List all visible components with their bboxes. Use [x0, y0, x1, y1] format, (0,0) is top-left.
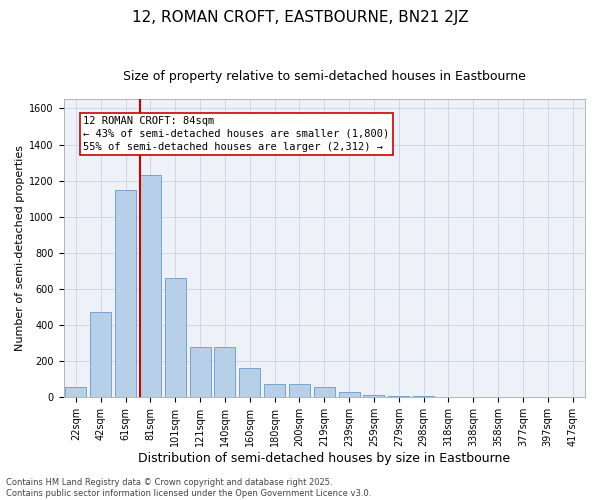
Bar	[90, 312, 112, 398]
Bar	[140, 176, 161, 398]
Bar	[338, 392, 359, 398]
Bar	[388, 396, 409, 398]
Bar	[115, 190, 136, 398]
Y-axis label: Number of semi-detached properties: Number of semi-detached properties	[15, 146, 25, 352]
Title: Size of property relative to semi-detached houses in Eastbourne: Size of property relative to semi-detach…	[123, 70, 526, 83]
Bar	[214, 347, 235, 398]
Bar	[314, 388, 335, 398]
Bar	[190, 347, 211, 398]
Bar	[165, 278, 186, 398]
Bar	[289, 384, 310, 398]
Text: 12, ROMAN CROFT, EASTBOURNE, BN21 2JZ: 12, ROMAN CROFT, EASTBOURNE, BN21 2JZ	[131, 10, 469, 25]
Bar	[264, 384, 285, 398]
Bar	[65, 386, 86, 398]
Text: 12 ROMAN CROFT: 84sqm
← 43% of semi-detached houses are smaller (1,800)
55% of s: 12 ROMAN CROFT: 84sqm ← 43% of semi-deta…	[83, 116, 389, 152]
X-axis label: Distribution of semi-detached houses by size in Eastbourne: Distribution of semi-detached houses by …	[138, 452, 511, 465]
Bar	[364, 394, 385, 398]
Bar	[413, 396, 434, 398]
Bar	[438, 397, 459, 398]
Bar	[239, 368, 260, 398]
Text: Contains HM Land Registry data © Crown copyright and database right 2025.
Contai: Contains HM Land Registry data © Crown c…	[6, 478, 371, 498]
